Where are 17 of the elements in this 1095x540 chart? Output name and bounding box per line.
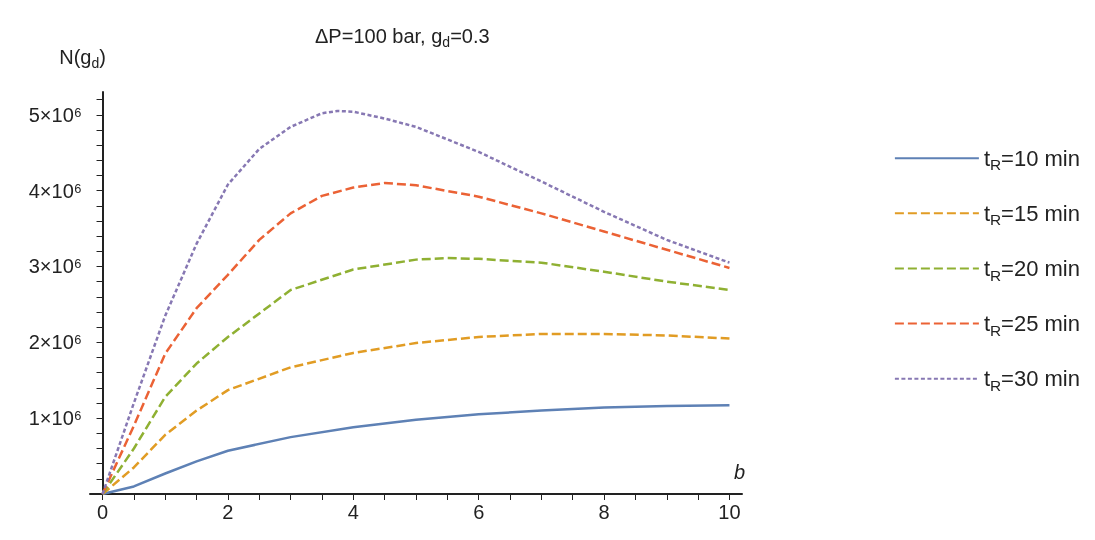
x-tick-label: 0 (96, 501, 109, 523)
x-tick-label: 8 (598, 501, 610, 523)
x-tick-label: 6 (473, 501, 485, 523)
x-tick-label: 10 (718, 501, 741, 523)
y-tick-label: 1×10⁶ (28, 407, 82, 430)
y-tick-label: 3×10⁶ (28, 255, 82, 278)
line-series (101, 404, 731, 496)
y-tick-label: 4×10⁶ (28, 179, 82, 202)
x-tick-label: 4 (347, 501, 359, 523)
x-axis-title: b (734, 461, 746, 483)
line-series (101, 332, 731, 496)
y-tick-label: 2×10⁶ (28, 331, 82, 354)
x-tick-label: 2 (222, 501, 234, 523)
line-series (101, 109, 731, 496)
y-tick-label: 5×10⁶ (28, 103, 82, 126)
line-series (101, 256, 731, 496)
line-series (101, 181, 731, 496)
